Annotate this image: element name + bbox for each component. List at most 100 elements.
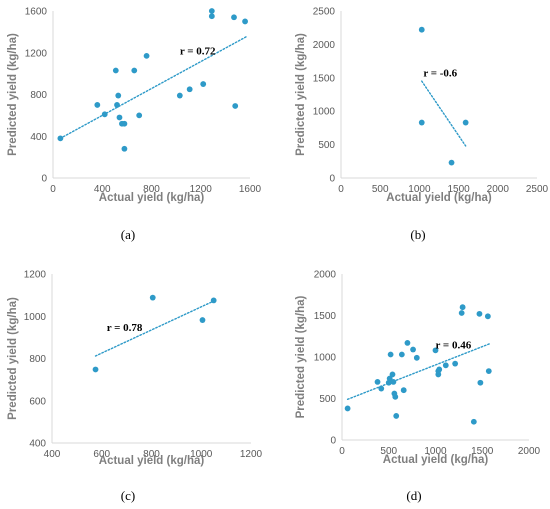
data-point <box>200 81 207 87</box>
x-tick-label: 2000 <box>487 184 510 195</box>
x-axis-label: Actual yield (kg/ha) <box>383 454 489 466</box>
data-point <box>400 387 407 394</box>
correlation-annotation: r = 0.78 <box>107 322 143 334</box>
data-point <box>208 8 215 14</box>
data-point <box>121 145 128 152</box>
data-point <box>436 366 443 373</box>
y-tick-label: 0 <box>329 174 335 185</box>
correlation-annotation: r = 0.72 <box>180 46 216 58</box>
y-tick-label: 400 <box>30 132 47 143</box>
y-tick-label: 500 <box>318 140 335 151</box>
data-point <box>393 413 400 419</box>
scatter-panel-2: 0 500 1000 1500 2000 2500 0 500 1000 1500 2000 2500… <box>295 7 549 243</box>
y-tick-label: 0 <box>330 436 336 447</box>
data-point <box>432 347 439 354</box>
trendline <box>421 80 467 147</box>
x-axis-label: Actual yield (kg/ha) <box>386 192 492 204</box>
x-tick-label: 400 <box>44 449 61 460</box>
data-point <box>121 120 128 127</box>
data-point <box>404 339 411 346</box>
x-tick-label: 800 <box>143 449 160 460</box>
data-point <box>458 310 465 316</box>
data-point <box>210 297 217 304</box>
data-point <box>418 26 425 33</box>
data-point <box>378 385 385 392</box>
data-point <box>112 67 119 74</box>
panel-label: (b) <box>410 227 425 242</box>
x-tick-label: 2500 <box>526 184 549 195</box>
y-tick-label: 1500 <box>314 311 337 322</box>
x-tick-label: 0 <box>339 446 345 457</box>
data-point <box>398 351 405 358</box>
y-tick-label: 0 <box>41 174 47 185</box>
trendline <box>346 343 491 401</box>
data-point <box>231 14 237 21</box>
data-point <box>392 393 399 400</box>
y-tick-label: 2500 <box>313 7 336 18</box>
x-tick-label: 500 <box>372 184 389 195</box>
data-point <box>101 111 108 118</box>
x-tick-label: 1500 <box>447 184 470 195</box>
x-tick-label: 1200 <box>240 449 263 460</box>
scatter-panel-4: 0 500 1000 1500 2000 0 500 1000 1500 2000 Actual y… <box>295 270 541 504</box>
y-tick-label: 1000 <box>313 107 336 118</box>
trendline <box>94 300 215 357</box>
data-point <box>413 354 420 361</box>
y-tick-label: 1000 <box>314 353 337 364</box>
data-point <box>149 294 156 301</box>
data-point <box>57 135 64 142</box>
x-tick-label: 1200 <box>190 184 213 195</box>
x-tick-label: 1600 <box>239 184 262 195</box>
panel-label: (c) <box>121 488 135 503</box>
scatter-panel-3: 400 600 800 1000 1200 400 600 800 1000 1200 Actual… <box>7 270 263 504</box>
data-point <box>143 52 150 59</box>
x-tick-label: 0 <box>338 184 344 195</box>
data-point <box>232 103 239 109</box>
y-tick-label: 1000 <box>24 312 47 323</box>
x-tick-label: 1000 <box>190 449 213 460</box>
y-tick-label: 1200 <box>25 48 48 59</box>
data-point <box>94 102 101 108</box>
y-tick-label: 800 <box>29 354 46 365</box>
y-tick-label: 1200 <box>24 270 47 281</box>
data-point <box>242 18 248 25</box>
x-tick-label: 500 <box>380 446 397 457</box>
data-point <box>435 371 442 378</box>
y-axis-label: Predicted yield (kg/ha) <box>7 297 19 420</box>
data-point <box>116 114 123 121</box>
y-tick-label: 2000 <box>313 40 336 51</box>
data-point <box>186 86 193 93</box>
x-tick-label: 1500 <box>471 446 494 457</box>
y-tick-label: 1600 <box>25 7 48 18</box>
data-point <box>459 304 466 311</box>
data-point <box>387 351 394 358</box>
correlation-annotation: r = 0.46 <box>436 340 472 352</box>
y-tick-label: 800 <box>30 90 47 101</box>
data-point <box>389 371 396 378</box>
data-point <box>485 368 492 375</box>
data-point <box>484 313 491 320</box>
data-point <box>136 112 143 119</box>
correlation-annotation: r = -0.6 <box>423 67 457 79</box>
data-point <box>386 375 393 382</box>
data-point <box>374 379 381 385</box>
x-tick-label: 0 <box>50 184 56 195</box>
data-point <box>390 379 397 385</box>
data-point <box>462 119 469 126</box>
panel-label: (a) <box>121 227 135 242</box>
data-point <box>344 405 351 412</box>
data-point <box>470 418 477 425</box>
scatter-panel-1: 0 400 800 1200 1600 0 400 800 1200 1600 Actual yie… <box>7 7 262 243</box>
x-tick-label: 1000 <box>424 446 447 457</box>
y-tick-label: 600 <box>29 396 46 407</box>
y-tick-label: 2000 <box>314 270 337 281</box>
x-tick-label: 600 <box>93 449 110 460</box>
data-point <box>208 13 215 20</box>
data-point <box>410 346 416 353</box>
y-axis-label: Predicted yield (kg/ha) <box>295 33 307 156</box>
data-point <box>477 379 484 386</box>
data-point <box>114 102 120 108</box>
x-tick-label: 2000 <box>518 446 541 457</box>
data-point <box>442 362 449 369</box>
